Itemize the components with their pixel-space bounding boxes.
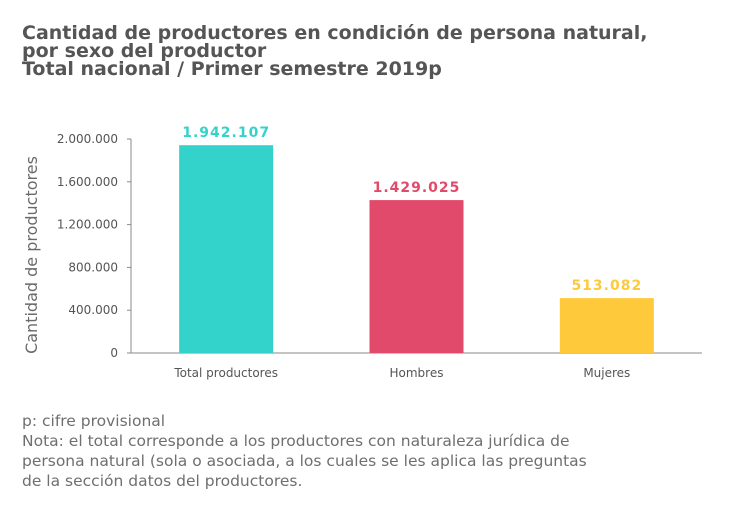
- data-label: 513.082: [571, 278, 642, 294]
- title-line-1: Cantidad de productores en condición de …: [22, 22, 648, 44]
- title-line-3: Total nacional / Primer semestre 2019p: [22, 58, 442, 80]
- data-label: 1.429.025: [373, 180, 461, 196]
- data-label: 1.942.107: [182, 125, 270, 141]
- note-line-4: de la sección datos del productores.: [22, 472, 303, 490]
- y-tick-label: 1.200.000: [57, 218, 118, 232]
- y-tick-label: 2.000.000: [57, 132, 118, 146]
- y-axis: 0 400.000 800.000 1.200.000 1.600.000 2.000.0…: [57, 132, 132, 360]
- y-tick-label: 0: [110, 346, 118, 360]
- title-line-2: por sexo del productor: [22, 40, 267, 62]
- x-tick-label: Hombres: [390, 366, 444, 380]
- y-axis-title: Cantidad de productores: [22, 156, 41, 354]
- y-tick-label: 1.600.000: [57, 175, 118, 189]
- note-line-2: Nota: el total corresponde a los product…: [22, 432, 570, 450]
- x-axis: Total productores Hombres Mujeres: [131, 352, 702, 380]
- bar-total-productores: [179, 145, 274, 353]
- chart-title: Cantidad de productores en condición de …: [22, 22, 722, 80]
- data-labels-group: 1.942.107 1.429.025 513.082: [182, 125, 642, 294]
- note-line-1: p: cifre provisional: [22, 412, 166, 430]
- y-tick-label: 400.000: [68, 303, 118, 317]
- bar-mujeres: [559, 298, 654, 353]
- note-line-3: persona natural (sola o asociada, a los …: [22, 452, 587, 470]
- x-tick-label: Mujeres: [583, 366, 630, 380]
- bars-group: [179, 145, 654, 353]
- x-tick-label: Total productores: [173, 366, 278, 380]
- bar-hombres: [369, 200, 464, 353]
- chart-notes: p: cifre provisional Nota: el total corr…: [22, 411, 622, 491]
- y-tick-label: 800.000: [68, 260, 118, 274]
